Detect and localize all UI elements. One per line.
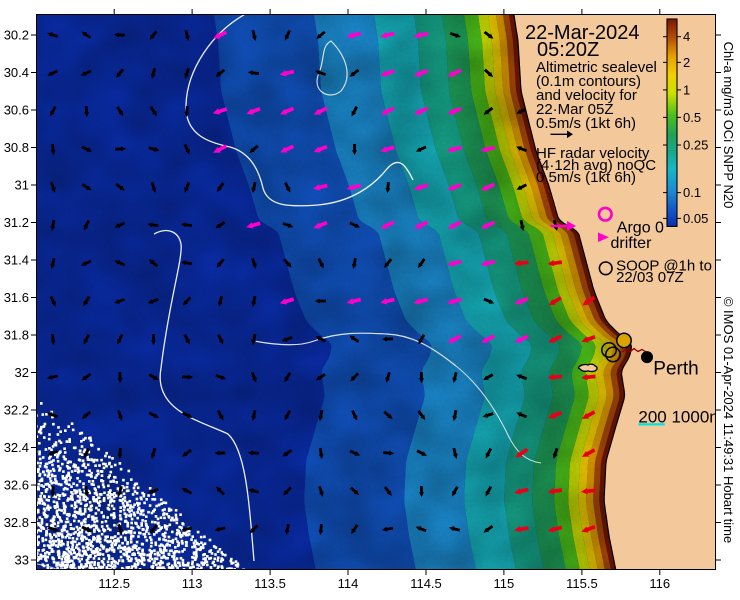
svg-text:33: 33: [15, 553, 29, 568]
svg-text:32.8: 32.8: [4, 515, 29, 530]
svg-text:115.5: 115.5: [566, 576, 598, 591]
svg-text:31.4: 31.4: [4, 253, 29, 268]
svg-text:0.1: 0.1: [683, 185, 701, 200]
svg-text:30.4: 30.4: [4, 65, 29, 80]
svg-text:30.8: 30.8: [4, 140, 29, 155]
svg-text:0.05: 0.05: [683, 211, 708, 226]
svg-text:32.2: 32.2: [4, 403, 29, 418]
svg-text:Perth: Perth: [653, 358, 698, 379]
svg-text:32: 32: [15, 365, 29, 380]
svg-text:31.8: 31.8: [4, 328, 29, 343]
svg-text:32.4: 32.4: [4, 440, 29, 455]
svg-text:113.5: 113.5: [254, 576, 286, 591]
svg-text:30.6: 30.6: [4, 103, 29, 118]
svg-text:0.25: 0.25: [683, 138, 708, 153]
svg-text:© IMOS 01-Apr-2024 11:49:31 Ho: © IMOS 01-Apr-2024 11:49:31 Hobart time: [721, 297, 736, 543]
svg-text:32.6: 32.6: [4, 478, 29, 493]
svg-text:0.5: 0.5: [683, 110, 701, 125]
svg-text:30.2: 30.2: [4, 28, 29, 43]
svg-text:1: 1: [683, 82, 690, 97]
svg-text:115: 115: [494, 576, 515, 591]
svg-text:drifter: drifter: [611, 235, 653, 252]
svg-text:31.2: 31.2: [4, 215, 29, 230]
svg-text:22/03 07Z: 22/03 07Z: [616, 269, 684, 286]
svg-text:Argo 0: Argo 0: [617, 219, 664, 236]
svg-text:2: 2: [683, 55, 690, 70]
svg-text:114: 114: [338, 576, 359, 591]
svg-text:4: 4: [683, 29, 690, 44]
svg-text:31: 31: [15, 178, 29, 193]
svg-text:Chl-a mg/m3 OCi SNPP N20: Chl-a mg/m3 OCi SNPP N20: [721, 42, 736, 209]
svg-text:31.6: 31.6: [4, 290, 29, 305]
svg-text:116: 116: [649, 576, 670, 591]
svg-text:112.5: 112.5: [98, 576, 130, 591]
svg-text:113: 113: [182, 576, 203, 591]
svg-text:114.5: 114.5: [410, 576, 442, 591]
